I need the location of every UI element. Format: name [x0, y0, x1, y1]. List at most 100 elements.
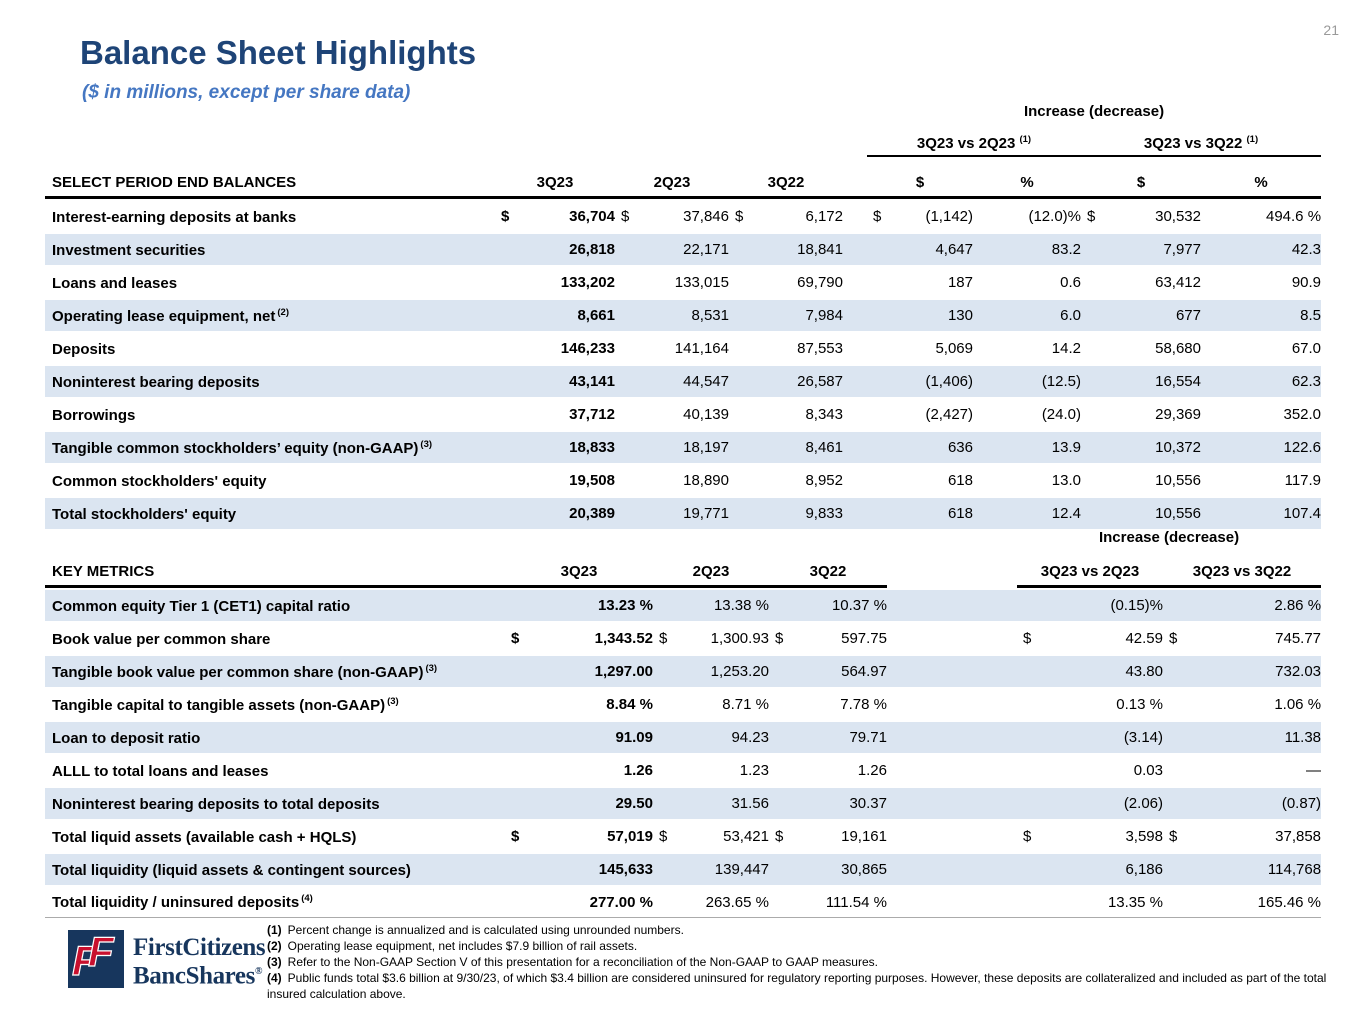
cell-value: 13.38 %: [681, 590, 769, 621]
cell-spacer: [843, 498, 867, 529]
cell-value: 63,412: [1155, 274, 1201, 291]
cell-value: 10,556: [1111, 498, 1201, 529]
cell-currency: [1081, 267, 1111, 298]
cell-value: (1,142): [925, 208, 973, 225]
cell-value: 13.35 %: [1047, 887, 1163, 918]
company-logo-text: FirstCitizens BancShares®: [133, 934, 266, 990]
cell-value: 30.37: [797, 788, 887, 819]
cell-value: 3,598: [1125, 828, 1163, 845]
cell-currency: [1081, 432, 1111, 463]
cell-value: 1,297.00: [535, 656, 653, 687]
cell-currency: [1017, 656, 1047, 687]
comparison-group-row: 3Q23 vs 2Q23 (1) 3Q23 vs 3Q22 (1): [45, 122, 1322, 157]
cell-currency: [615, 498, 641, 529]
cell-value: 29,369: [1155, 406, 1201, 423]
cell-currency: [1081, 234, 1111, 265]
cell-value: 14.2: [1051, 340, 1081, 357]
cell-currency: $: [659, 828, 668, 845]
col-dollar-1: $: [867, 159, 973, 199]
cell-currency: [653, 689, 681, 720]
section-header: SELECT PERIOD END BALANCES: [45, 159, 495, 199]
cell-value: 40,139: [683, 406, 729, 423]
cell-value: 111.54 %: [797, 887, 887, 918]
cell-spacer: [843, 432, 867, 463]
cell-spacer: [887, 689, 1017, 720]
cell-value: 114,768: [1195, 854, 1322, 885]
cell-value: 130: [893, 300, 973, 331]
cell-value: (1,406): [893, 366, 973, 397]
cell-value: 12.4: [973, 498, 1081, 529]
cell-value: 146,233: [560, 340, 615, 357]
cell-value: 10,556: [1155, 472, 1201, 489]
cell-currency: [769, 788, 797, 819]
cell-currency: [615, 432, 641, 463]
row-label: Noninterest bearing deposits to total de…: [45, 788, 505, 819]
row-label: Total liquidity (liquid assets & conting…: [45, 854, 505, 885]
cell-currency: $: [501, 208, 510, 225]
row-label: Total stockholders' equity: [45, 498, 495, 529]
footnote: (2) Operating lease equipment, net includ…: [267, 939, 638, 953]
col-dollar-2: $: [1081, 159, 1201, 199]
cell-currency: [615, 267, 641, 298]
cell-currency: [867, 300, 893, 331]
cell-currency: [867, 399, 893, 430]
cell-value: 91.09: [535, 722, 653, 753]
column-header-row: SELECT PERIOD END BALANCES 3Q23 2Q23 3Q2…: [45, 159, 1322, 199]
cell-currency: [615, 333, 641, 364]
cell-value: 31.56: [681, 788, 769, 819]
cell-currency: [615, 300, 641, 331]
cell-value: 145,633: [535, 854, 653, 885]
cell-currency: [615, 399, 641, 430]
cell-currency: [1017, 590, 1047, 621]
cell-currency: [1017, 854, 1047, 885]
cell-currency: [729, 399, 755, 430]
cell-currency: $: [1087, 208, 1096, 225]
cell-value: 1.26: [623, 762, 653, 779]
cell-currency: [867, 498, 893, 529]
cell-value: 4,647: [893, 234, 973, 265]
col-3q23: 3Q23: [495, 159, 615, 199]
cell-value: 636: [893, 432, 973, 463]
cell-spacer: [887, 656, 1017, 687]
increase-decrease-row: Increase (decrease): [45, 522, 1321, 546]
row-label: Noninterest bearing deposits: [45, 366, 495, 397]
cell-value: 87,553: [797, 340, 843, 357]
cell-currency: [769, 722, 797, 753]
cell-currency: [505, 590, 535, 621]
cell-value: 494.6 %: [1265, 208, 1322, 225]
cell-value: 2.86 %: [1195, 590, 1322, 621]
cell-value: 57,019: [607, 828, 653, 845]
cell-currency: [495, 366, 521, 397]
cell-value: 8,343: [805, 406, 843, 423]
cell-currency: [729, 300, 755, 331]
cell-currency: [769, 656, 797, 687]
cell-value: 37,846: [683, 208, 729, 225]
cell-value: 43,141: [521, 366, 615, 397]
cell-currency: [1081, 465, 1111, 496]
cell-value: 8.71 %: [722, 696, 769, 713]
cell-currency: $: [621, 208, 630, 225]
footnote: (3) Refer to the Non-GAAP Section V of th…: [267, 955, 878, 969]
cell-spacer: [843, 333, 867, 364]
cell-value: (12.0)%: [1028, 208, 1081, 225]
col-2q23: 2Q23: [653, 548, 769, 588]
cell-value: 62.3: [1201, 366, 1322, 397]
cell-currency: [867, 432, 893, 463]
cell-value: 13.23 %: [535, 590, 653, 621]
cell-spacer: [887, 722, 1017, 753]
cell-value: (0.15)%: [1047, 590, 1163, 621]
cell-value: 1,300.93: [710, 630, 769, 647]
cell-currency: $: [1169, 630, 1178, 647]
cell-currency: $: [1023, 630, 1032, 647]
cell-currency: [769, 887, 797, 918]
cell-currency: [495, 333, 521, 364]
cell-value: 277.00 %: [535, 887, 653, 918]
cell-value: 187: [947, 274, 973, 291]
cell-currency: [653, 590, 681, 621]
cell-value: 26,587: [755, 366, 843, 397]
cell-currency: [729, 333, 755, 364]
cell-value: 7,977: [1111, 234, 1201, 265]
cell-spacer: [843, 234, 867, 265]
